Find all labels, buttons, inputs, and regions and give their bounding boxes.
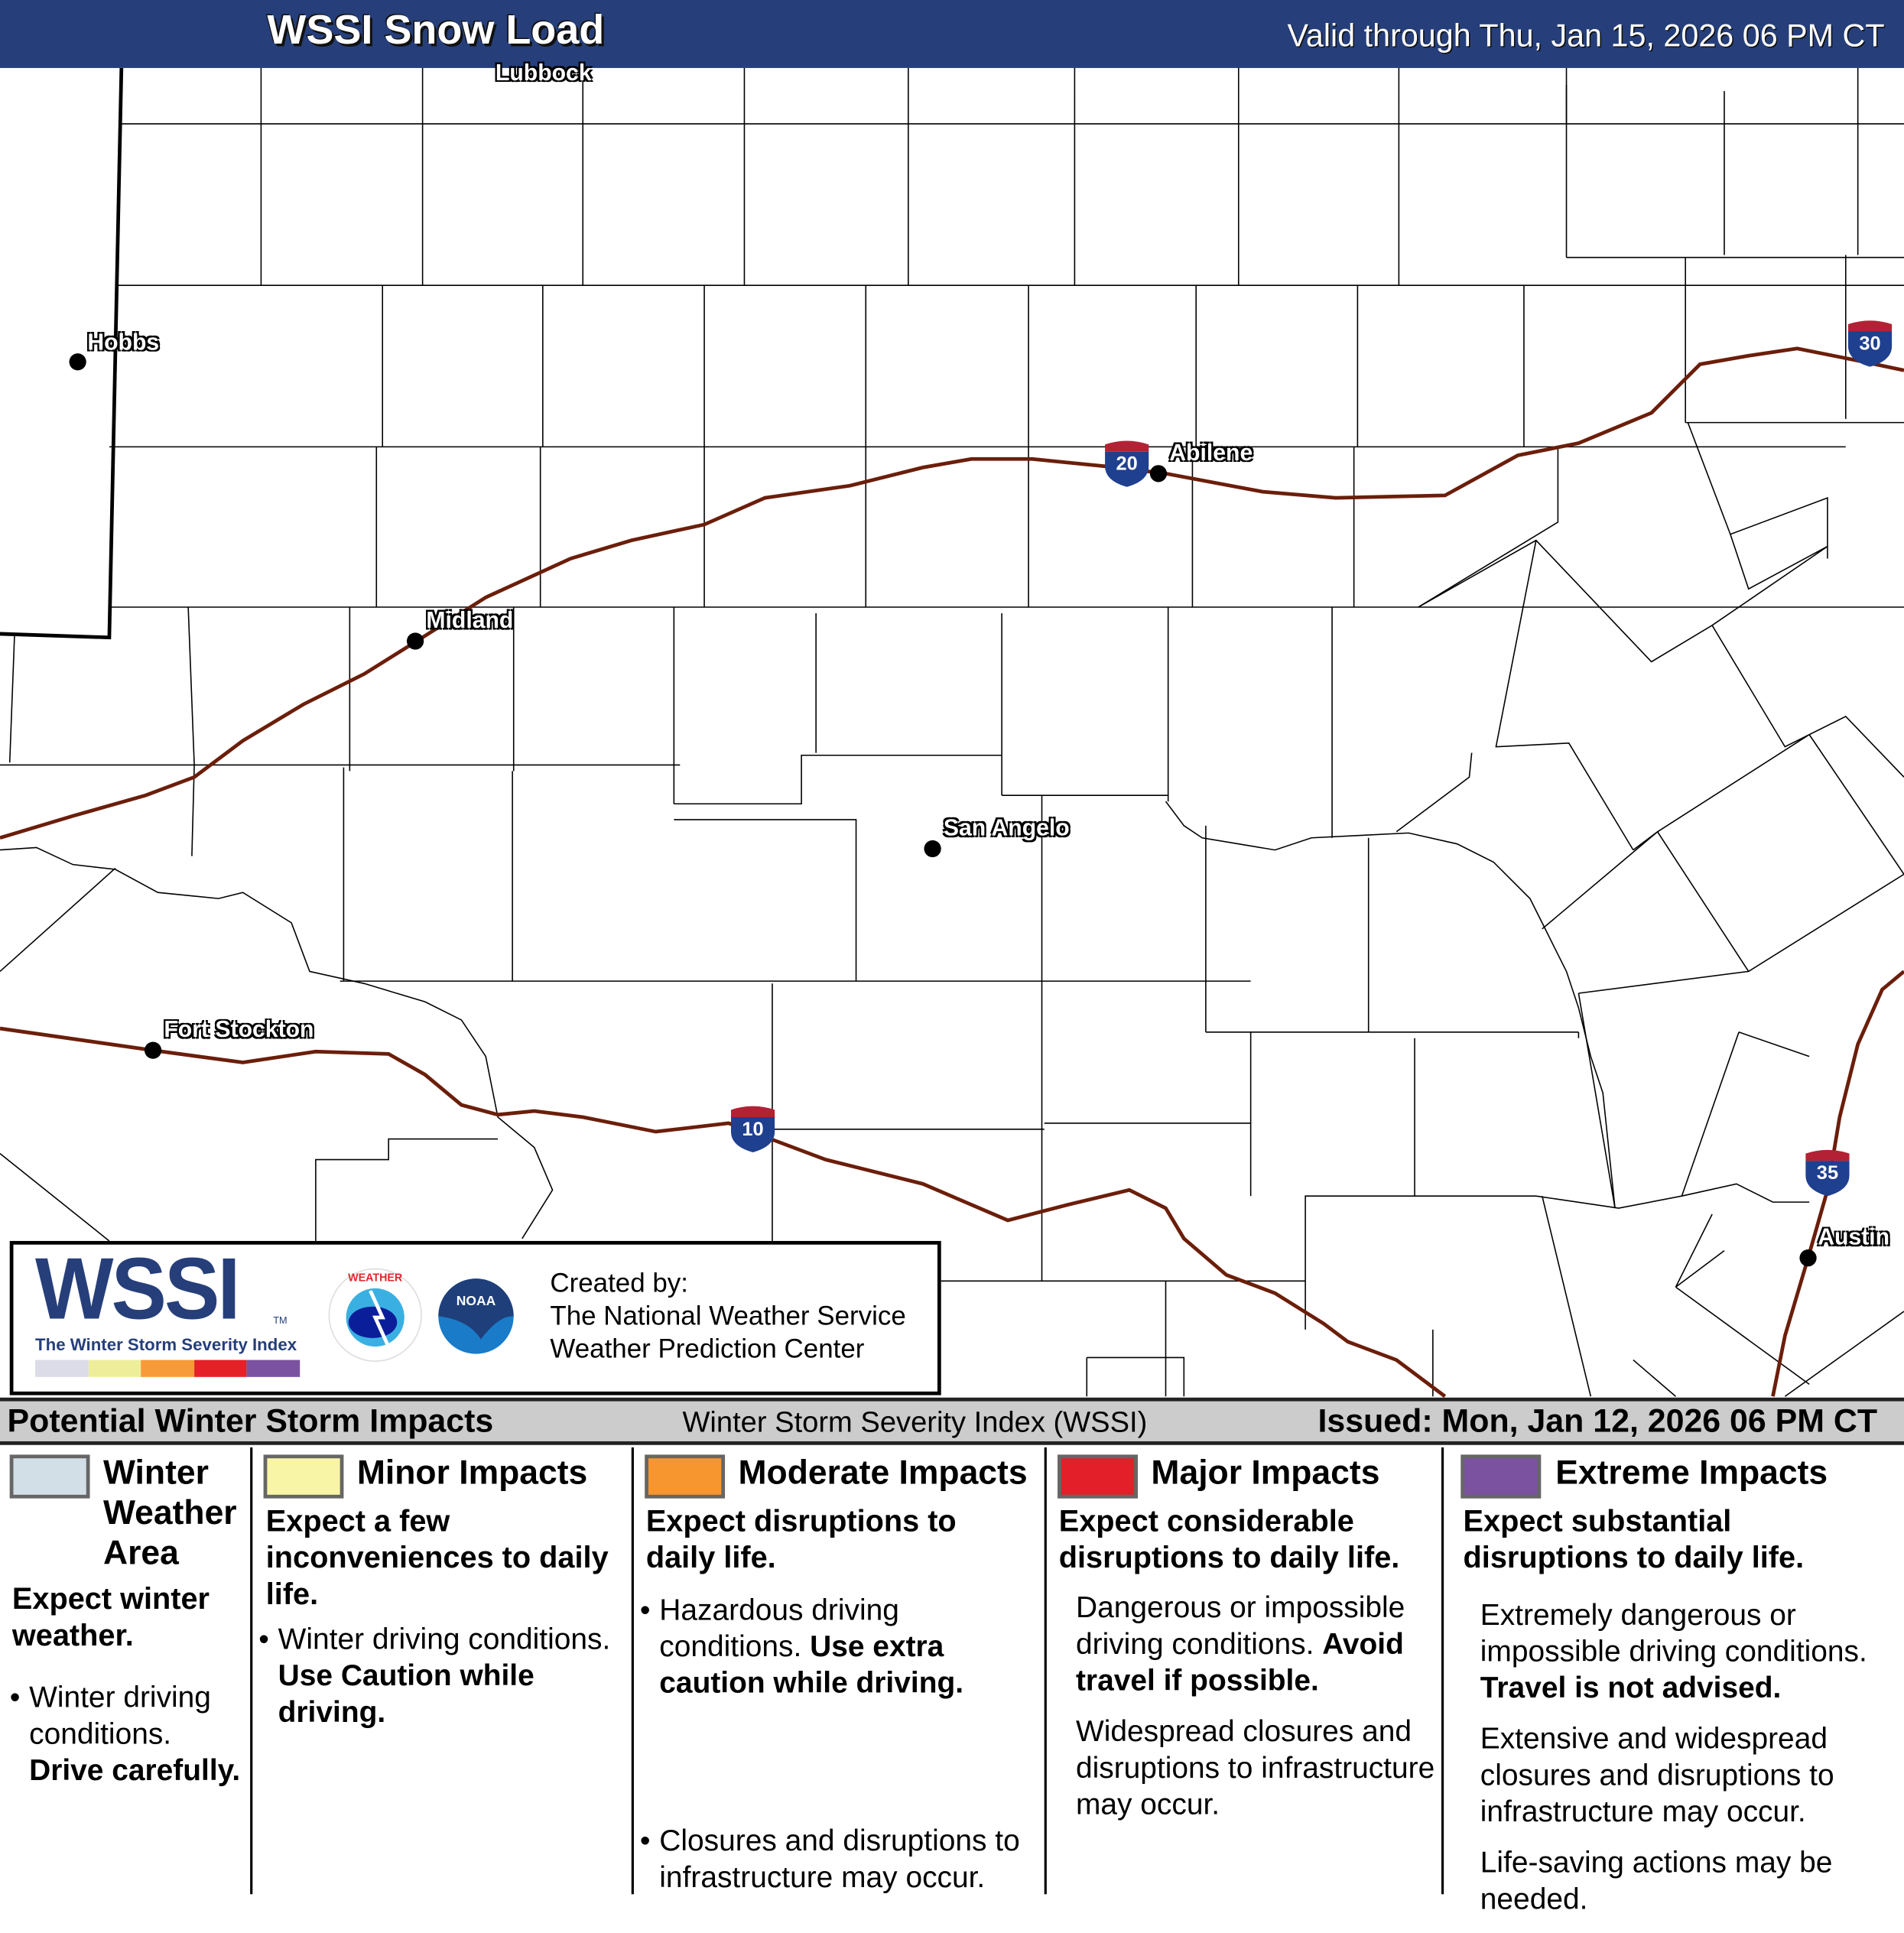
city-label-austin: Austin <box>1818 1225 1890 1251</box>
legend-summary: Expect a few inconveniences to daily lif… <box>265 1504 609 1612</box>
noaa-logo-icon: NOAA <box>430 1270 522 1363</box>
issued-time: Issued: Mon, Jan 12, 2026 06 PM CT <box>1318 1402 1878 1439</box>
scale-swatch <box>141 1360 194 1377</box>
scale-swatch <box>193 1360 247 1377</box>
legend-bullet-bold: Use Caution while driving. <box>278 1659 534 1730</box>
legend-winter-weather-area: Winter Weather Area Expect winter weathe… <box>0 1445 250 1895</box>
legend-heading: Potential Winter Storm Impacts <box>7 1402 494 1439</box>
interstate-lines <box>0 346 1904 1399</box>
interstate-shield-icon: 30 <box>1846 320 1895 369</box>
wssi-logo: WSSI <box>35 1240 241 1338</box>
wssi-subtitle: The Winter Storm Severity Index <box>35 1334 297 1354</box>
legend-text: Life-saving actions may be needed. <box>1480 1847 1833 1916</box>
city-dot-austin <box>1799 1249 1817 1267</box>
city-dot-fort-stockton <box>144 1041 162 1059</box>
divider <box>1441 1447 1444 1895</box>
legend-summary: Expect disruptions to daily life. <box>645 1504 957 1575</box>
header-bar: WSSI Snow Load Valid through Thu, Jan 15… <box>0 0 1904 68</box>
county-lines <box>0 67 1904 1399</box>
legend-bullet: Closures and disruptions to infrastructu… <box>640 1824 1042 1896</box>
city-label-midland: Midland <box>426 608 514 634</box>
divider <box>250 1447 253 1895</box>
created-by-label: Created by: <box>550 1267 688 1298</box>
valid-through: Valid through Thu, Jan 15, 2026 06 PM CT <box>1287 17 1885 54</box>
color-swatch <box>1058 1454 1138 1499</box>
color-swatch <box>9 1454 90 1499</box>
city-dot-hobbs <box>69 353 86 371</box>
impact-legend: Winter Weather Area Expect winter weathe… <box>0 1445 1904 1916</box>
color-swatch <box>1460 1454 1542 1499</box>
org-wpc: Weather Prediction Center <box>550 1333 865 1364</box>
legend-summary: Expect considerable disruptions to daily… <box>1058 1504 1400 1575</box>
city-dot-midland <box>406 632 424 650</box>
shield-number: 35 <box>1816 1163 1839 1184</box>
legend-extreme-impacts: Extreme Impacts Expect substantial disru… <box>1444 1445 1904 1916</box>
legend-text: Dangerous or impossible driving conditio… <box>1075 1591 1405 1662</box>
color-swatch <box>645 1454 726 1499</box>
legend-bullet: Winter driving conditions. <box>29 1681 211 1751</box>
index-name: Winter Storm Severity Index (WSSI) <box>682 1405 1148 1439</box>
credits-box: WSSI TM The Winter Storm Severity Index … <box>9 1240 941 1395</box>
city-dot-san-angelo <box>924 840 941 858</box>
shield-number: 10 <box>742 1119 764 1141</box>
interstate-shield-icon: 35 <box>1803 1148 1852 1197</box>
legend-bullet: Hazardous driving conditions. <box>659 1594 899 1664</box>
legend-title: Moderate Impacts <box>738 1453 1028 1492</box>
legend-title: Extreme Impacts <box>1555 1453 1828 1492</box>
legend-text-bold: Travel is not advised. <box>1480 1671 1782 1705</box>
legend-text: Widespread closures and disruptions to i… <box>1075 1715 1435 1822</box>
city-label-abilene: Abilene <box>1169 440 1253 466</box>
wssi-color-scale <box>35 1360 301 1377</box>
nws-logo-icon: WEATHER <box>328 1268 422 1362</box>
interstate-shield-icon: 10 <box>729 1105 778 1154</box>
legend-moderate-impacts: Moderate Impacts Expect disruptions to d… <box>634 1445 1045 1896</box>
scale-swatch <box>88 1360 141 1377</box>
scale-swatch <box>35 1360 89 1377</box>
city-dot-abilene <box>1149 465 1168 482</box>
legend-major-impacts: Major Impacts Expect considerable disrup… <box>1047 1445 1441 1895</box>
legend-text: Extremely dangerous or impossible drivin… <box>1480 1599 1867 1668</box>
org-nws: The National Weather Service <box>550 1300 906 1331</box>
legend-text: Extensive and widespread closures and di… <box>1480 1723 1834 1829</box>
shield-number: 30 <box>1859 333 1881 355</box>
legend-summary: Expect substantial disruptions to daily … <box>1463 1504 1805 1575</box>
legend-summary: Expect winter weather. <box>11 1582 210 1653</box>
shield-number: 20 <box>1116 453 1138 475</box>
legend-title: Winter Weather Area <box>102 1453 237 1571</box>
legend-bullet-bold: Drive carefully. <box>29 1754 241 1788</box>
city-label-hobbs: Hobbs <box>87 330 160 356</box>
legend-bullet-bold: Use extra caution while driving. <box>659 1630 964 1701</box>
nws-logo-text: WEATHER <box>348 1272 403 1284</box>
interstate-shield-icon: 20 <box>1103 440 1152 489</box>
legend-minor-impacts: Minor Impacts Expect a few inconvenience… <box>252 1445 631 1895</box>
legend-bullet: Winter driving conditions. <box>278 1623 611 1657</box>
legend-title: Major Impacts <box>1151 1453 1380 1492</box>
city-label-fort-stockton: Fort Stockton <box>164 1017 314 1044</box>
scale-swatch <box>246 1360 301 1377</box>
divider <box>1044 1447 1047 1895</box>
city-label-lubbock: Lubbock <box>495 60 592 86</box>
trademark: TM <box>273 1314 288 1327</box>
map[interactable]: Lubbock Hobbs Abilene Midland San Angelo… <box>0 60 1904 1399</box>
created-by: Created by: The National Weather Service… <box>550 1266 905 1365</box>
noaa-logo-text: NOAA <box>457 1293 496 1308</box>
legend-text-bold: Avoid travel if possible. <box>1075 1628 1404 1698</box>
city-label-san-angelo: San Angelo <box>943 816 1070 842</box>
legend-header-bar: Potential Winter Storm Impacts Winter St… <box>0 1397 1904 1445</box>
color-swatch <box>263 1454 344 1499</box>
map-title: WSSI Snow Load <box>267 7 605 54</box>
legend-title: Minor Impacts <box>356 1453 588 1492</box>
